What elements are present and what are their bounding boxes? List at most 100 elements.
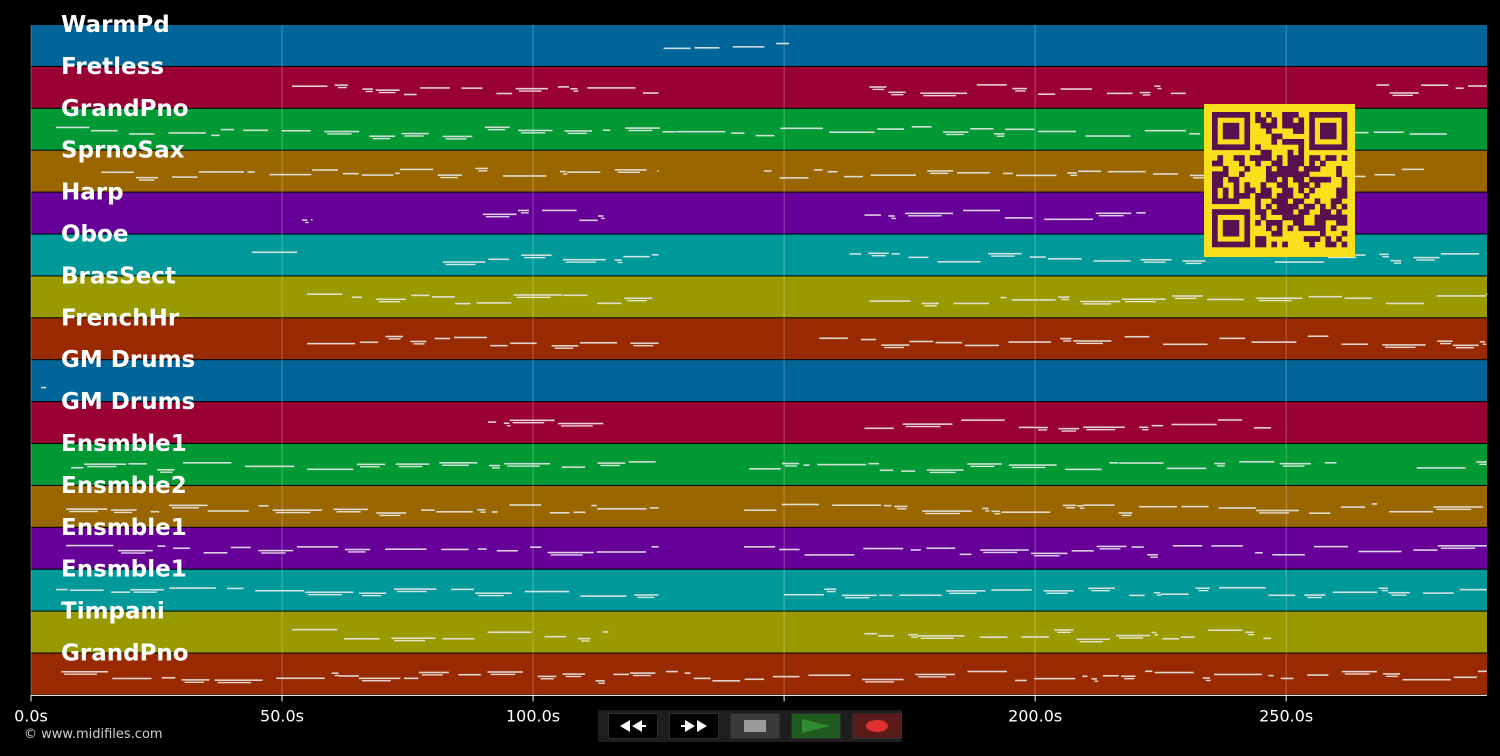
note-stroke <box>150 510 160 513</box>
note-stroke <box>121 552 146 554</box>
note-stroke <box>869 86 887 88</box>
note-stroke <box>633 344 654 347</box>
note-stroke <box>1083 303 1112 305</box>
rewind-button[interactable] <box>608 713 658 739</box>
note-stroke <box>614 259 622 261</box>
note-stroke <box>1416 467 1466 469</box>
note-stroke <box>327 133 352 135</box>
note-stroke <box>1119 637 1144 639</box>
note-stroke <box>1153 592 1161 594</box>
note-stroke <box>84 463 127 465</box>
note-stroke <box>1459 588 1487 591</box>
note-stroke <box>1129 594 1145 597</box>
note-stroke <box>1482 343 1487 345</box>
record-button[interactable] <box>852 713 902 739</box>
note-stroke <box>1102 674 1119 677</box>
note-stroke <box>169 587 217 589</box>
note-stroke <box>1085 135 1131 137</box>
note-stroke <box>617 171 641 173</box>
note-stroke <box>826 590 836 593</box>
stop-button[interactable] <box>730 713 780 739</box>
track-lane <box>31 276 1487 318</box>
note-stroke <box>629 672 656 674</box>
note-stroke <box>637 596 655 599</box>
note-stroke <box>361 174 394 176</box>
note-stroke <box>1131 546 1144 548</box>
note-stroke <box>442 261 486 263</box>
note-stroke <box>478 594 504 597</box>
note-stroke <box>226 587 244 590</box>
note-stroke <box>879 469 894 472</box>
note-stroke <box>128 133 155 135</box>
tick-label: 0.0s <box>14 706 48 725</box>
note-stroke <box>808 674 851 677</box>
note-stroke <box>398 465 423 468</box>
note-stroke <box>1376 84 1390 86</box>
note-stroke <box>171 507 199 509</box>
track-name: Oboe <box>61 222 128 248</box>
note-stroke <box>1044 218 1094 221</box>
note-stroke <box>111 591 131 593</box>
note-stroke <box>1162 637 1180 640</box>
track-lane <box>31 318 1487 360</box>
record-icon <box>866 720 888 732</box>
note-stroke <box>743 546 776 548</box>
note-stroke <box>570 87 578 90</box>
note-stroke <box>1251 341 1297 343</box>
note-stroke <box>784 465 798 467</box>
note-stroke <box>1477 670 1487 673</box>
note-stroke <box>920 92 968 95</box>
note-stroke <box>628 129 653 132</box>
note-stroke <box>311 219 313 221</box>
note-stroke <box>1122 298 1166 301</box>
note-stroke <box>1385 302 1425 305</box>
note-stroke <box>600 464 620 467</box>
note-stroke <box>579 219 598 222</box>
fast-forward-button[interactable] <box>669 713 719 739</box>
note-stroke <box>988 252 1022 255</box>
note-stroke <box>877 128 905 130</box>
note-stroke <box>1140 258 1172 261</box>
note-stroke <box>530 546 542 548</box>
note-stroke <box>1054 629 1074 631</box>
note-stroke <box>813 169 823 171</box>
note-stroke <box>1255 297 1303 299</box>
note-stroke <box>1035 426 1048 429</box>
note-stroke <box>991 255 1015 257</box>
note-stroke <box>305 591 354 594</box>
note-stroke <box>784 593 824 596</box>
note-stroke <box>258 505 269 507</box>
note-stroke <box>1154 634 1159 636</box>
note-stroke <box>487 671 523 673</box>
note-stroke <box>1308 295 1342 298</box>
note-stroke <box>1468 85 1487 87</box>
track-lane <box>31 653 1487 695</box>
note-stroke <box>591 504 597 507</box>
note-stroke <box>1208 629 1243 632</box>
note-stroke <box>336 511 361 513</box>
note-stroke <box>369 135 396 138</box>
note-stroke <box>1071 550 1094 552</box>
note-stroke <box>908 256 929 259</box>
note-stroke <box>1379 253 1389 256</box>
track-name: GM Drums <box>61 347 195 373</box>
note-stroke <box>488 464 501 467</box>
note-stroke <box>1109 462 1118 464</box>
note-stroke <box>905 212 954 215</box>
note-stroke <box>375 89 400 91</box>
note-stroke <box>1143 261 1166 263</box>
note-stroke <box>1437 545 1487 547</box>
play-button[interactable] <box>791 713 841 739</box>
qr-code[interactable] <box>1204 104 1355 257</box>
note-stroke <box>1172 295 1203 297</box>
note-stroke <box>211 134 220 137</box>
note-stroke <box>1239 460 1275 463</box>
note-stroke <box>891 253 900 255</box>
note-stroke <box>160 471 173 473</box>
note-stroke <box>375 298 406 301</box>
track-lane <box>31 611 1487 653</box>
note-stroke <box>182 461 232 464</box>
note-stroke <box>803 464 810 466</box>
note-stroke <box>504 462 551 465</box>
note-stroke <box>502 175 547 177</box>
